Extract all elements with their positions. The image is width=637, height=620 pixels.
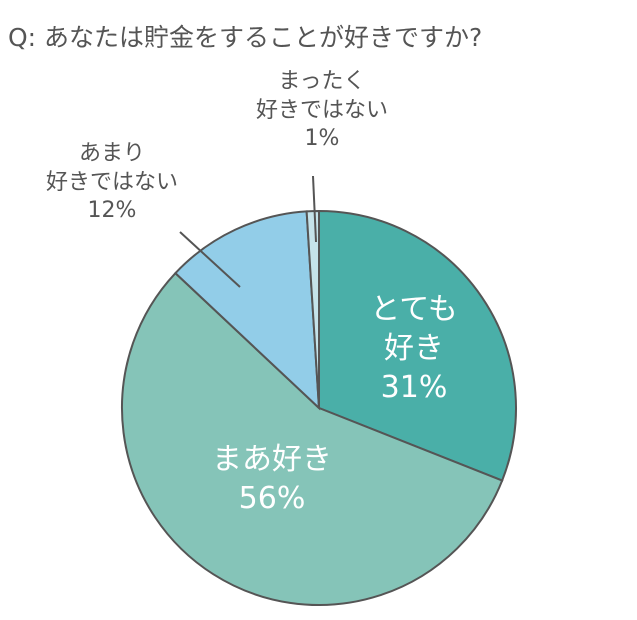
slice-value-label: 12% <box>87 198 137 224</box>
slice-label: まったく 好きではない <box>255 69 389 123</box>
pie-slice <box>121 271 504 606</box>
slice-label: まあ好き <box>212 442 332 477</box>
pie-slice <box>318 209 517 482</box>
pie-slice <box>305 209 320 409</box>
slice-value-label: 1% <box>304 126 340 152</box>
slice-value-label: 56% <box>238 481 306 516</box>
leader-line <box>179 231 241 288</box>
slice-label: とても 好き <box>370 292 458 366</box>
slice-label: あまり 好きではない <box>45 141 179 195</box>
leader-line <box>312 175 317 243</box>
chart-title: Q: あなたは貯金をすることが好きですか? <box>8 23 483 52</box>
slice-value-label: 31% <box>380 370 448 405</box>
